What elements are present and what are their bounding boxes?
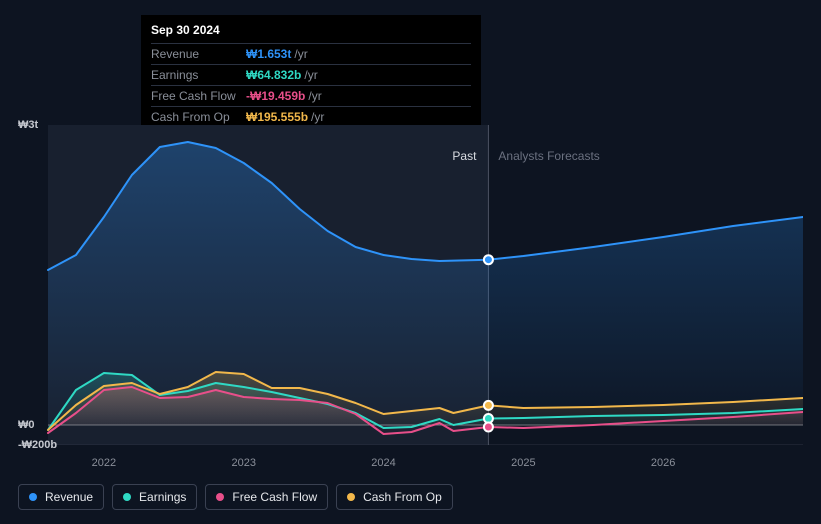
x-axis-tick: 2024 xyxy=(371,457,395,469)
forecast-label: Analysts Forecasts xyxy=(498,149,599,163)
x-axis-tick: 2022 xyxy=(92,457,116,469)
tooltip-row: Revenue₩1.653t/yr xyxy=(151,43,471,64)
chart-area: ₩3t₩0-₩200b20222023202420252026PastAnaly… xyxy=(18,125,803,445)
tooltip-label: Cash From Op xyxy=(151,110,246,124)
data-tooltip: Sep 30 2024 Revenue₩1.653t/yrEarnings₩64… xyxy=(141,15,481,135)
legend-item[interactable]: Free Cash Flow xyxy=(205,484,328,510)
line-chart xyxy=(18,125,803,445)
tooltip-value: ₩195.555b xyxy=(246,110,308,124)
legend-label: Cash From Op xyxy=(363,490,442,504)
y-axis-tick: -₩200b xyxy=(18,439,57,451)
y-axis-tick: ₩3t xyxy=(18,119,38,131)
legend-dot-icon xyxy=(347,493,355,501)
tooltip-row: Earnings₩64.832b/yr xyxy=(151,64,471,85)
x-axis-tick: 2025 xyxy=(511,457,535,469)
legend-item[interactable]: Revenue xyxy=(18,484,104,510)
legend-dot-icon xyxy=(123,493,131,501)
legend-label: Earnings xyxy=(139,490,186,504)
tooltip-suffix: /yr xyxy=(308,89,321,103)
legend-dot-icon xyxy=(29,493,37,501)
legend-item[interactable]: Cash From Op xyxy=(336,484,453,510)
legend: Revenue Earnings Free Cash Flow Cash From O… xyxy=(18,484,453,510)
x-axis-tick: 2023 xyxy=(231,457,255,469)
tooltip-row: Cash From Op₩195.555b/yr xyxy=(151,106,471,127)
legend-label: Revenue xyxy=(45,490,93,504)
tooltip-label: Earnings xyxy=(151,68,246,82)
legend-dot-icon xyxy=(216,493,224,501)
tooltip-value: ₩1.653t xyxy=(246,47,291,61)
tooltip-suffix: /yr xyxy=(294,47,307,61)
tooltip-label: Revenue xyxy=(151,47,246,61)
tooltip-value: ₩64.832b xyxy=(246,68,301,82)
tooltip-date: Sep 30 2024 xyxy=(151,23,471,43)
tooltip-suffix: /yr xyxy=(311,110,324,124)
tooltip-value: -₩19.459b xyxy=(246,89,305,103)
x-axis-tick: 2026 xyxy=(651,457,675,469)
tooltip-row: Free Cash Flow-₩19.459b/yr xyxy=(151,85,471,106)
y-axis-tick: ₩0 xyxy=(18,419,35,431)
legend-item[interactable]: Earnings xyxy=(112,484,197,510)
tooltip-suffix: /yr xyxy=(304,68,317,82)
legend-label: Free Cash Flow xyxy=(232,490,317,504)
past-label: Past xyxy=(452,149,476,163)
tooltip-label: Free Cash Flow xyxy=(151,89,246,103)
